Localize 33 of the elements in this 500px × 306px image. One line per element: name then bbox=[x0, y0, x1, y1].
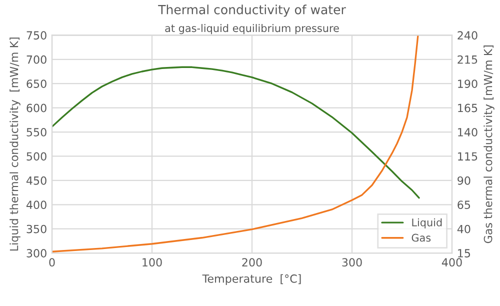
y2-tick-label: 65 bbox=[458, 200, 470, 210]
y2-tick-label: 15 bbox=[458, 249, 470, 258]
x-axis-title: Temperature [°C] bbox=[202, 274, 301, 285]
x-tick-label: 0 bbox=[49, 258, 55, 267]
y-tick-label: 400 bbox=[26, 200, 46, 210]
x-tick-label: 300 bbox=[342, 258, 362, 267]
y2-tick-label: 165 bbox=[458, 104, 478, 112]
y2-tick-label: 40 bbox=[457, 224, 470, 234]
y-tick-label: 300 bbox=[26, 249, 46, 258]
x-tick-label: 200 bbox=[242, 258, 262, 267]
y-tick-label: 600 bbox=[26, 104, 46, 112]
y2-tick-label: 140 bbox=[458, 128, 478, 136]
y-tick-label: 700 bbox=[26, 55, 46, 64]
y-tick-label: 550 bbox=[26, 128, 46, 136]
y2-tick-label: 240 bbox=[458, 31, 478, 40]
x-tick-label: 100 bbox=[142, 258, 162, 267]
y-tick-label: 450 bbox=[26, 176, 46, 185]
y2-tick-label: 115 bbox=[458, 152, 478, 161]
line-series bbox=[52, 66, 420, 199]
y2-tick-label: 90 bbox=[458, 176, 470, 185]
y-tick-label: 750 bbox=[26, 31, 46, 40]
legend-label: Liquid bbox=[412, 218, 442, 228]
y-tick-label: 500 bbox=[26, 152, 46, 161]
y2-axis-title: Gas thermal conductivity [mW/m K] bbox=[484, 45, 494, 244]
y2-tick-label: 190 bbox=[458, 80, 478, 88]
chart-title: Thermal conductivity of water bbox=[158, 4, 346, 17]
y-tick-label: 650 bbox=[26, 80, 46, 88]
y-tick-label: 350 bbox=[26, 224, 46, 234]
x-tick-label: 400 bbox=[442, 258, 462, 267]
y2-tick-label: 215 bbox=[458, 55, 478, 64]
y-axis-title: Liquid thermal conductivity [mW/m K] bbox=[10, 38, 20, 251]
chart-subtitle: at gas-liquid equilibrium pressure bbox=[165, 24, 339, 34]
legend-label: Gas bbox=[412, 234, 431, 242]
